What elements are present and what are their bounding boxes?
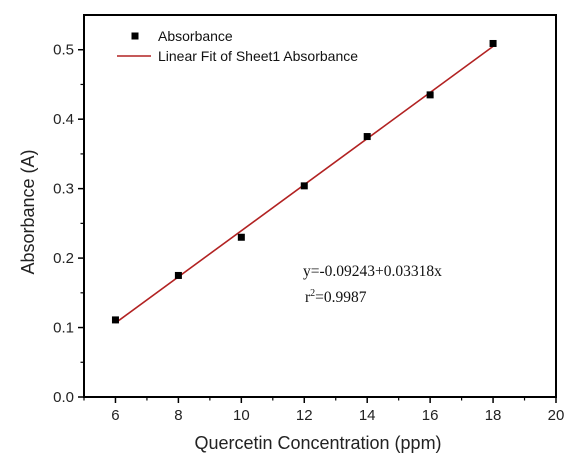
absorbance-point xyxy=(237,233,245,241)
y-tick-label: 0.3 xyxy=(53,181,74,198)
x-tick-label: 18 xyxy=(485,407,502,424)
y-tick-label: 0.5 xyxy=(53,42,74,59)
y-axis-ticks: 0.0 0.1 0.2 0.3 0.4 0.5 xyxy=(53,42,84,406)
plot-area xyxy=(83,14,557,398)
plot-frame xyxy=(83,14,557,398)
y-tick-label: 0.1 xyxy=(53,320,74,337)
legend-label-absorbance: Absorbance xyxy=(158,28,233,44)
x-tick-label: 6 xyxy=(111,407,119,424)
r-squared-text: r2=0.9987 xyxy=(305,288,367,306)
y-tick-label: 0.2 xyxy=(53,250,74,267)
absorbance-point xyxy=(300,182,308,190)
fit-equation: y=-0.09243+0.03318x r2=0.9987 xyxy=(303,263,442,306)
r-squared-base: r xyxy=(305,289,311,306)
absorbance-point xyxy=(363,133,371,141)
x-tick-label: 20 xyxy=(548,407,565,424)
x-tick-label: 14 xyxy=(359,407,376,424)
y-tick-label: 0.0 xyxy=(53,389,74,406)
y-tick-label: 0.4 xyxy=(53,111,74,128)
y-axis-title: Absorbance (A) xyxy=(18,149,38,274)
x-tick-label: 8 xyxy=(174,407,182,424)
equation-text: y=-0.09243+0.03318x xyxy=(303,263,442,280)
legend-marker-absorbance xyxy=(131,32,139,40)
x-tick-label: 10 xyxy=(233,407,250,424)
absorbance-point xyxy=(174,271,182,279)
legend: Absorbance Linear Fit of Sheet1 Absorban… xyxy=(117,28,358,64)
absorbance-point xyxy=(426,91,434,99)
x-axis-ticks: 6 8 10 12 14 16 18 20 xyxy=(83,397,565,424)
r-squared-value: =0.9987 xyxy=(315,289,367,306)
legend-label-linear-fit: Linear Fit of Sheet1 Absorbance xyxy=(158,48,358,64)
series-layer xyxy=(111,39,497,324)
absorbance-point xyxy=(489,39,497,47)
absorbance-point xyxy=(111,316,119,324)
x-axis-title: Quercetin Concentration (ppm) xyxy=(194,433,441,453)
x-tick-label: 16 xyxy=(422,407,439,424)
x-tick-label: 12 xyxy=(296,407,313,424)
r-squared-sup: 2 xyxy=(310,288,315,299)
